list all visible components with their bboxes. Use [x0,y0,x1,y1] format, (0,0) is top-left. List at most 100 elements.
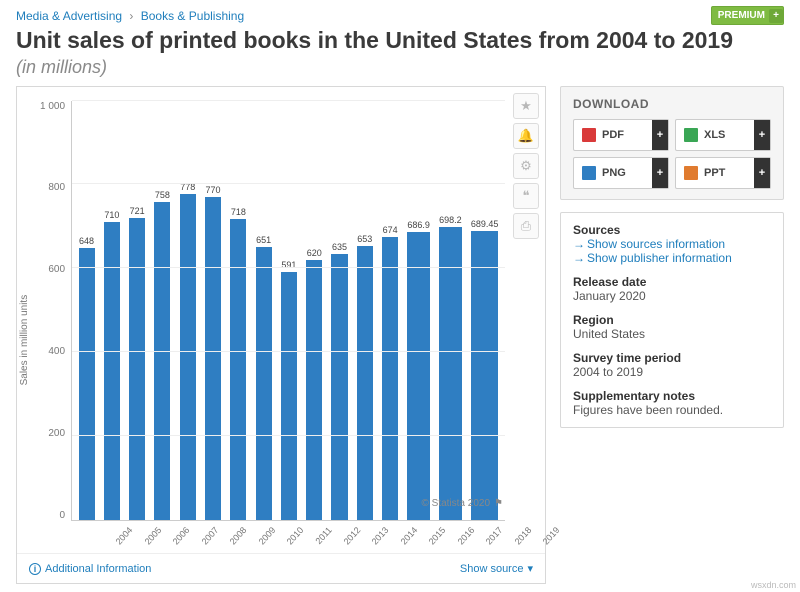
download-label: PDF [602,129,624,141]
bar-value-label: 635 [332,242,347,252]
y-tick: 800 [40,182,65,193]
bar-value-label: 758 [155,190,170,200]
bar-2012[interactable]: 591 [281,101,297,520]
bar-2016[interactable]: 674 [382,101,398,520]
download-label: PNG [602,167,626,179]
bar-2019[interactable]: 689.45 [471,101,499,520]
show-publisher-link[interactable]: →Show publisher information [573,251,771,265]
show-sources-link[interactable]: →Show sources information [573,237,771,251]
y-tick: 600 [40,264,65,275]
file-icon [582,128,596,142]
x-tick: 2012 [341,525,372,556]
bars-area: 648 710 721 758 778 770 718 651 591 620 635 653 674 6… [71,101,505,521]
additional-info-link[interactable]: iAdditional Information [29,562,151,575]
x-tick: 2017 [484,525,515,556]
gear-icon[interactable]: ⚙ [513,153,539,179]
release-date-value: January 2020 [573,289,771,303]
region-value: United States [573,327,771,341]
bar [129,218,145,520]
breadcrumb: Media & Advertising › Books & Publishing [16,9,244,23]
bar [205,197,221,520]
bar-2006[interactable]: 721 [129,101,145,520]
plus-icon: + [769,9,783,23]
x-tick: 2009 [256,525,287,556]
flag-icon: ⚑ [494,498,503,509]
breadcrumb-link-1[interactable]: Media & Advertising [16,9,122,23]
sources-label: Sources [573,223,771,237]
chevron-down-icon: ▾ [527,562,533,575]
bar-2017[interactable]: 686.9 [407,101,430,520]
download-xls-button[interactable]: XLS + [675,119,771,151]
download-pdf-button[interactable]: PDF+ [573,119,669,151]
bar-2005[interactable]: 710 [104,101,120,520]
bar-value-label: 689.45 [471,219,499,229]
bar-value-label: 721 [130,206,145,216]
file-icon [582,166,596,180]
print-icon[interactable]: ⎙ [513,213,539,239]
bar-value-label: 710 [104,210,119,220]
notes-label: Supplementary notes [573,389,771,403]
bar [306,260,322,520]
x-tick: 2018 [512,525,543,556]
premium-label: PREMIUM [718,10,765,21]
quote-icon[interactable]: ❝ [513,183,539,209]
x-tick: 2016 [455,525,486,556]
bar-value-label: 651 [256,235,271,245]
bar-2008[interactable]: 778 [180,101,196,520]
region-label: Region [573,313,771,327]
bar-2007[interactable]: 758 [154,101,170,520]
bar-2013[interactable]: 620 [306,101,322,520]
bar-value-label: 648 [79,236,94,246]
x-ticks: 2004200520062007200820092010201120122013… [77,521,498,549]
bar-2009[interactable]: 770 [205,101,221,520]
bar-value-label: 718 [231,207,246,217]
x-tick: 2008 [228,525,259,556]
bar [331,254,347,520]
bar [256,247,272,520]
x-tick: 2005 [142,525,173,556]
bar [281,272,297,520]
download-heading: DOWNLOAD [573,97,771,111]
premium-badge[interactable]: PREMIUM + [711,6,784,25]
info-panel: Sources →Show sources information →Show … [560,212,784,428]
bar-value-label: 698.2 [439,215,462,225]
bar-2011[interactable]: 651 [256,101,272,520]
bar [471,231,499,520]
show-source-link[interactable]: Show source ▾ [460,562,533,575]
bar [407,232,430,520]
page-title: Unit sales of printed books in the Unite… [16,27,784,55]
plus-icon: + [652,158,668,188]
chart-tools: ★ 🔔 ⚙ ❝ ⎙ [513,93,539,239]
period-label: Survey time period [573,351,771,365]
bell-icon[interactable]: 🔔 [513,123,539,149]
breadcrumb-separator: › [129,9,133,23]
chart-attribution: © Statista 2020 ⚑ [422,498,504,509]
download-ppt-button[interactable]: PPT+ [675,157,771,189]
page-subtitle: (in millions) [16,57,784,78]
y-tick: 200 [40,428,65,439]
bar [382,237,398,520]
breadcrumb-link-2[interactable]: Books & Publishing [141,9,244,23]
plus-icon: + [754,120,770,150]
plus-icon: + [754,158,770,188]
star-icon[interactable]: ★ [513,93,539,119]
bar-2004[interactable]: 648 [79,101,95,520]
y-tick: 0 [40,510,65,521]
bar-2014[interactable]: 635 [331,101,347,520]
bar [357,246,373,520]
bar-2010[interactable]: 718 [230,101,246,520]
download-png-button[interactable]: PNG + [573,157,669,189]
x-tick: 2015 [427,525,458,556]
download-label: XLS [704,129,725,141]
bar-2018[interactable]: 698.2 [439,101,462,520]
x-tick: 2013 [370,525,401,556]
bar [180,194,196,520]
bar-2015[interactable]: 653 [357,101,373,520]
bar-value-label: 620 [307,248,322,258]
x-tick: 2004 [114,525,145,556]
bar-value-label: 686.9 [407,220,430,230]
bar [79,248,95,520]
x-tick: 2011 [313,525,344,555]
download-panel: DOWNLOAD PDF+XLS+PNG+PPT+ [560,86,784,200]
period-value: 2004 to 2019 [573,365,771,379]
